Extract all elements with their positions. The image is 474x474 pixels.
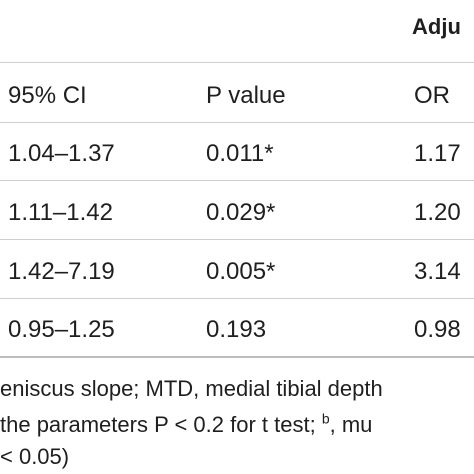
row-p-value: 0.011* bbox=[206, 140, 274, 167]
row-divider bbox=[0, 298, 474, 299]
row-p-value: 0.029* bbox=[206, 199, 276, 226]
row-divider bbox=[0, 180, 474, 181]
footnote-line-2-text: the parameters P < 0.2 for t test; bbox=[0, 412, 322, 437]
footnote-superscript-b: b bbox=[321, 410, 330, 427]
footnote-line-2-tail: , mu bbox=[329, 412, 373, 437]
row-divider bbox=[0, 239, 474, 240]
footnote-line-3: < 0.05) bbox=[0, 444, 70, 469]
column-header-ci: 95% CI bbox=[8, 82, 87, 109]
row-ci: 1.42–7.19 bbox=[8, 258, 115, 285]
row-or: 1.17 bbox=[414, 140, 461, 167]
table-bottom-rule bbox=[0, 356, 474, 358]
footnote-line-1: eniscus slope; MTD, medial tibial depth bbox=[0, 376, 383, 401]
row-p-value: 0.005* bbox=[206, 258, 276, 285]
column-header-p-value: P value bbox=[206, 82, 286, 109]
row-or: 0.98 bbox=[414, 316, 461, 343]
row-ci: 1.04–1.37 bbox=[8, 140, 115, 167]
row-or: 1.20 bbox=[414, 199, 461, 226]
column-header-divider bbox=[0, 122, 474, 123]
column-header-or: OR bbox=[414, 82, 450, 109]
row-ci: 1.11–1.42 bbox=[8, 199, 113, 226]
header-divider bbox=[0, 62, 474, 63]
adjusted-group-header: Adju bbox=[412, 14, 461, 39]
row-ci: 0.95–1.25 bbox=[8, 316, 115, 343]
row-or: 3.14 bbox=[414, 258, 461, 285]
footnote-line-2: the parameters P < 0.2 for t test; b, mu bbox=[0, 410, 373, 437]
row-p-value: 0.193 bbox=[206, 316, 267, 343]
